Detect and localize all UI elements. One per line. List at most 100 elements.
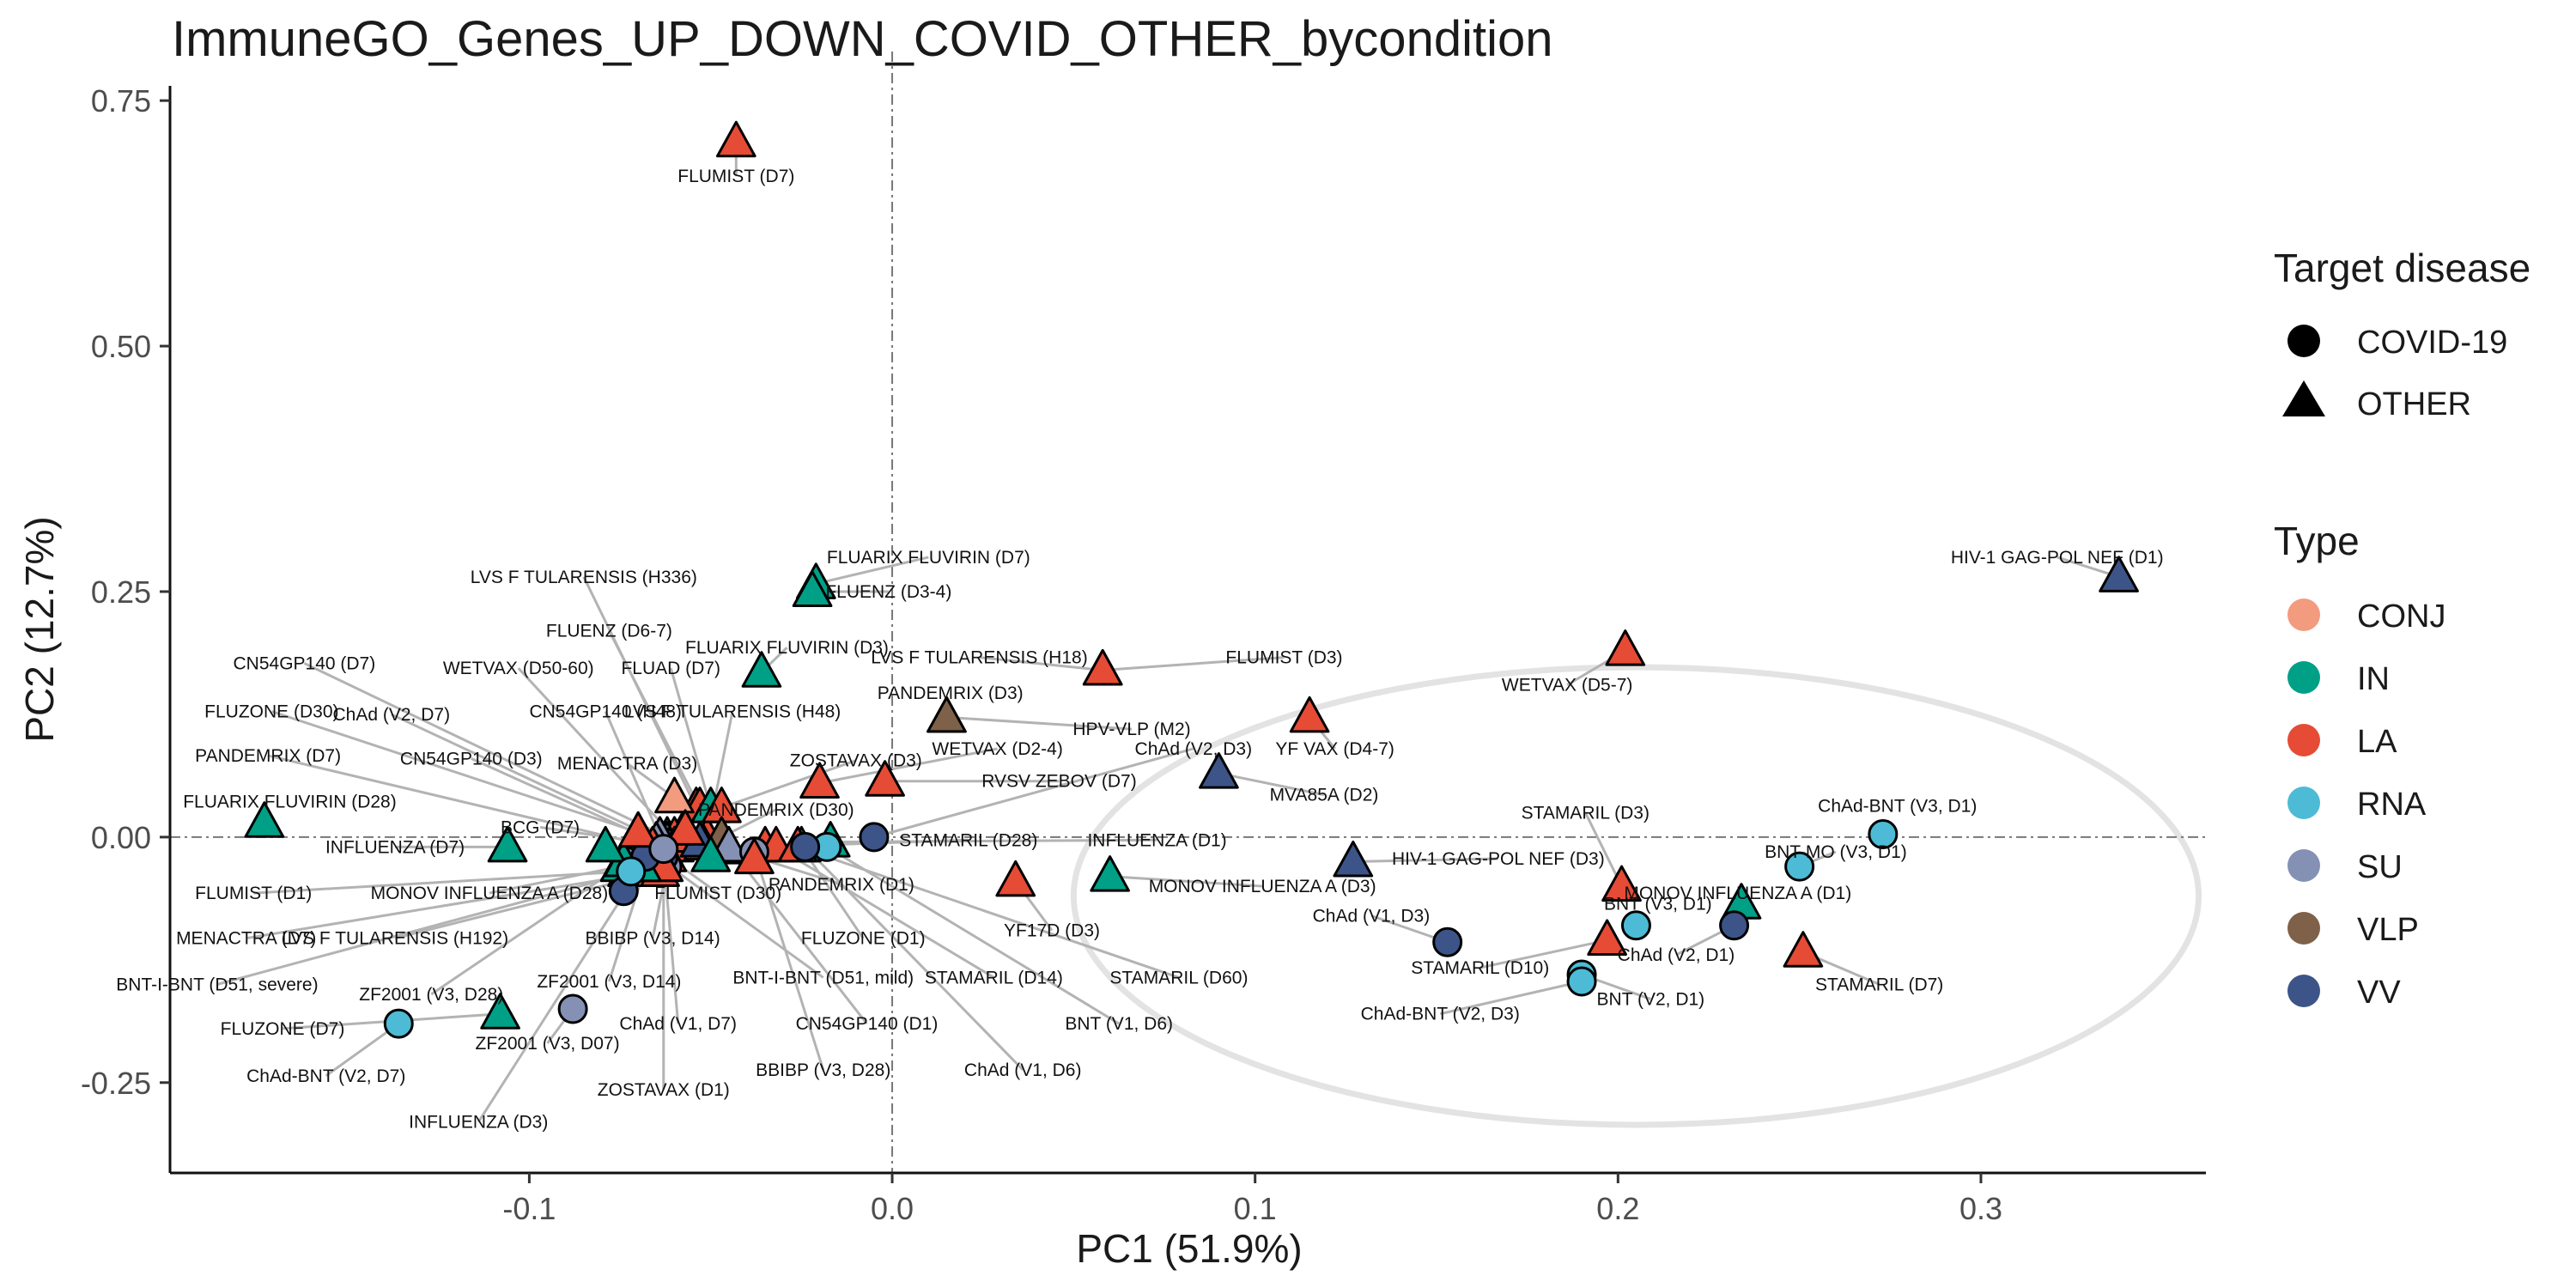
data-point-triangle xyxy=(1199,752,1239,789)
point-label: FLUMIST (D3) xyxy=(1225,648,1342,668)
data-point-triangle xyxy=(585,825,626,863)
x-tick-label: 0.3 xyxy=(1959,1191,2002,1226)
confidence-ellipse-layer xyxy=(1070,664,2202,1128)
x-axis-title: PC1 (51.9%) xyxy=(1076,1226,1302,1271)
x-tick-label: 0.2 xyxy=(1596,1191,1639,1226)
legend-label: SU xyxy=(2357,849,2403,885)
point-label: HIV-1 GAG-POL NEF (D3) xyxy=(1392,849,1605,869)
ticks-layer: -0.1 0.0 0.1 0.2 0.3 -0.25 0.00 0.25 0.50 0.75 xyxy=(81,83,2002,1226)
label-leader-line xyxy=(797,845,1180,979)
legend-item-rna: RNA xyxy=(2287,787,2427,823)
point-label: CN54GP140 (H48) xyxy=(529,702,681,721)
point-label: YF17D (D3) xyxy=(1004,921,1100,941)
legend-item-su: SU xyxy=(2287,849,2403,885)
legend-label: COVID-19 xyxy=(2357,325,2507,361)
point-label: STAMARIL (D7) xyxy=(1815,975,1943,994)
point-label: FLUZONE (D1) xyxy=(801,929,926,949)
point-label: PANDEMRIX (D1) xyxy=(769,875,914,895)
data-point-triangle xyxy=(1605,629,1646,666)
data-point-triangle xyxy=(715,120,756,158)
point-label: STAMARIL (D14) xyxy=(925,968,1063,987)
label-leader-line xyxy=(1583,811,1623,887)
point-label: LVS F TULARENSIS (H192) xyxy=(282,929,508,949)
label-leader-line xyxy=(979,656,1103,671)
point-label: BCG (D7) xyxy=(501,817,580,837)
label-leader-line xyxy=(303,662,668,839)
legend-color-swatch xyxy=(2287,661,2320,694)
label-leader-line xyxy=(270,710,668,844)
label-leader-line xyxy=(775,846,995,979)
label-leader-lines-layer xyxy=(216,142,2120,1123)
label-leader-line xyxy=(391,713,665,843)
legend-label: LA xyxy=(2357,724,2397,760)
label-leader-line xyxy=(604,710,661,838)
label-leader-line xyxy=(819,747,998,785)
label-leader-line xyxy=(946,715,1133,731)
point-label: ChAd (V1, D7) xyxy=(619,1014,737,1034)
data-point-triangle xyxy=(927,696,967,733)
point-label: ZOSTAVAX (D3) xyxy=(790,751,922,771)
point-label: FLUENZ (D6-7) xyxy=(546,622,672,641)
point-label: BNT-I-BNT (D51, mild) xyxy=(732,968,914,987)
data-point-triangle xyxy=(690,835,732,872)
legend-color-swatch xyxy=(2287,598,2320,631)
y-tick-label: -0.25 xyxy=(81,1066,151,1101)
data-point-triangle xyxy=(865,760,905,797)
data-point-triangle xyxy=(1082,648,1123,686)
y-tick-label: 0.25 xyxy=(91,574,151,610)
point-label: PANDEMRIX (D30) xyxy=(698,800,854,820)
data-point-triangle xyxy=(792,570,833,608)
label-leader-line xyxy=(727,846,868,1025)
label-leader-line xyxy=(1352,857,1498,863)
point-label: STAMARIL (D10) xyxy=(1411,958,1549,978)
point-label: STAMARIL (D28) xyxy=(899,830,1037,850)
data-point-triangle xyxy=(1783,931,1824,968)
label-leader-line xyxy=(471,757,657,843)
point-label: INFLUENZA (D7) xyxy=(325,837,465,857)
data-point-triangle xyxy=(487,825,528,863)
point-label: ChAd-BNT (V2, D3) xyxy=(1361,1005,1520,1024)
point-label: MONOV INFLUENZA A (D1) xyxy=(1624,884,1851,903)
data-point-triangle xyxy=(480,993,520,1030)
data-point-circle xyxy=(616,856,647,887)
label-leader-line xyxy=(1439,980,1583,1016)
point-label: FLUMIST (D7) xyxy=(677,167,794,186)
label-leader-line xyxy=(246,870,653,940)
label-leader-line xyxy=(608,630,702,809)
point-label: LVS F TULARENSIS (H18) xyxy=(871,648,1087,668)
point-label: FLUAD (D7) xyxy=(621,659,720,678)
data-point-circle xyxy=(1620,910,1651,941)
point-label: ChAd (V1, D3) xyxy=(1313,906,1431,926)
legend-item-la: LA xyxy=(2287,724,2397,760)
point-label: MENACTRA (D3) xyxy=(557,754,697,774)
legend-color-swatch xyxy=(2287,787,2320,819)
legend-item-other: OTHER xyxy=(2282,380,2471,422)
legend-triangle-icon xyxy=(2282,380,2325,416)
legend-type-title: Type xyxy=(2274,519,2360,563)
point-label: ChAd (V2, D3) xyxy=(1135,739,1253,759)
legend-label: OTHER xyxy=(2357,386,2471,422)
data-point-triangle xyxy=(617,811,659,848)
y-axis-title: PC2 (12.7%) xyxy=(17,516,62,742)
y-tick-label: 0.50 xyxy=(91,329,151,364)
label-leader-line xyxy=(216,865,653,986)
data-point-triangle xyxy=(665,809,706,846)
point-label: ChAd-BNT (V3, D1) xyxy=(1818,796,1977,816)
data-point-triangle xyxy=(244,801,285,838)
point-label: CN54GP140 (D7) xyxy=(234,653,376,673)
data-point-circle xyxy=(648,834,679,865)
label-leader-line xyxy=(267,754,653,848)
point-label: FLUMIST (D1) xyxy=(195,884,312,903)
point-label: YF VAX (D4-7) xyxy=(1275,739,1394,759)
point-label: BNT-I-BNT (D51, severe) xyxy=(116,975,318,994)
point-label: RVSV ZEBOV (D7) xyxy=(981,772,1137,792)
point-label: ZF2001 (V3, D14) xyxy=(537,972,681,992)
point-label: BNT (V3, D1) xyxy=(1604,895,1712,914)
point-label: STAMARIL (D60) xyxy=(1109,968,1248,987)
y-tick-label: 0.75 xyxy=(91,83,151,118)
point-label: PANDEMRIX (D7) xyxy=(195,746,341,766)
data-point-triangle xyxy=(799,762,840,799)
legend-label: CONJ xyxy=(2357,598,2445,635)
data-point-circle xyxy=(790,831,821,862)
label-leader-line xyxy=(430,860,629,996)
